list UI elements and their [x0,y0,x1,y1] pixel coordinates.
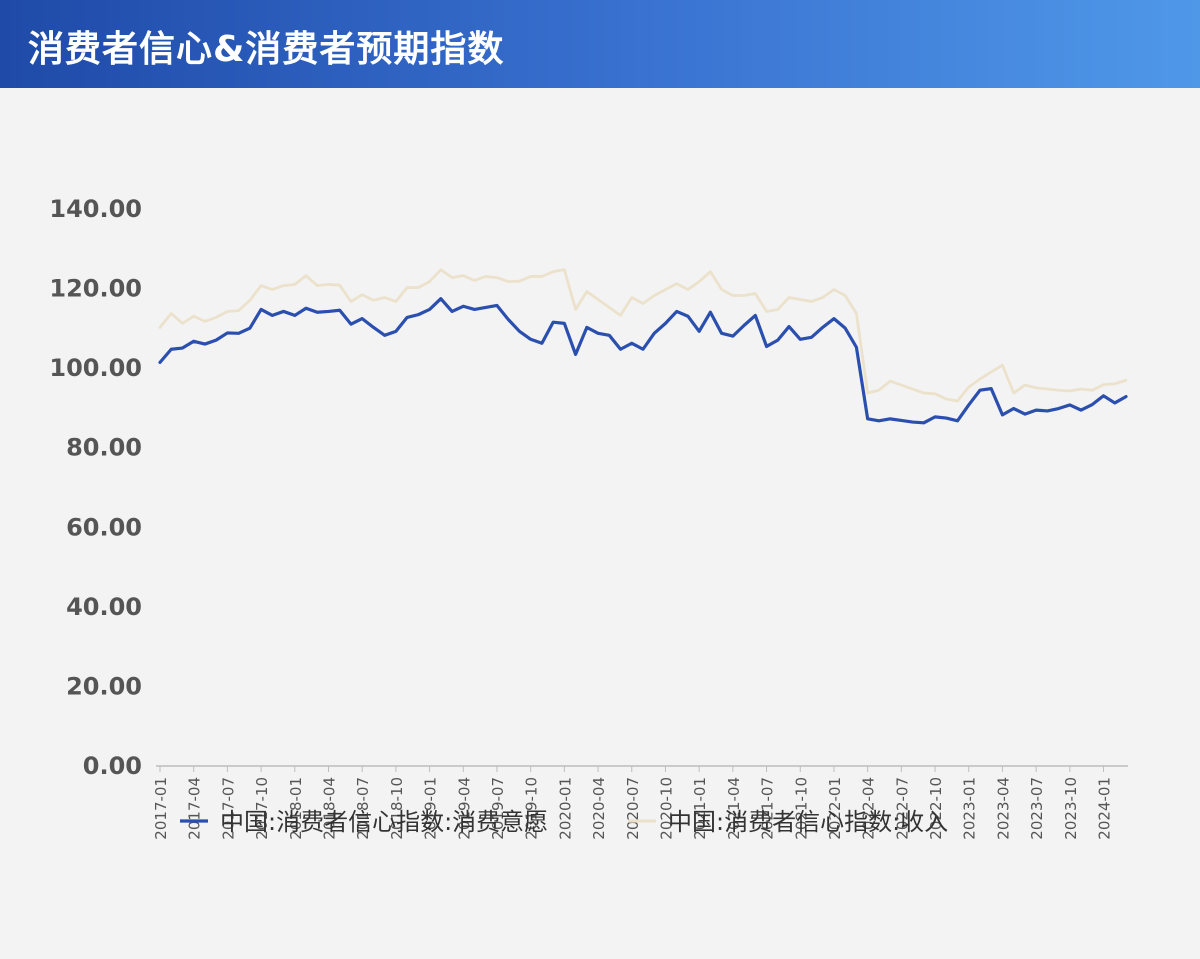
x-tick-label: 2022-07 [893,777,911,840]
x-tick-label: 2021-01 [691,777,709,840]
x-tick-label: 2018-01 [287,777,305,840]
y-axis: 0.00 20.00 40.00 60.00 80.00 100.00 120.00 140.… [49,195,142,780]
x-tick-label: 2021-10 [792,777,810,840]
x-tick-label: 2024-01 [1096,777,1114,840]
x-tick-label: 2017-07 [219,777,237,840]
legend-label: 中国:消费者信心指数:消费意愿 [220,808,548,836]
legend-label: 中国:消费者信心指数:收入 [668,808,948,836]
line-chart: 0.00 20.00 40.00 60.00 80.00 100.00 120.00 140.… [49,195,1128,840]
x-tick-label: 2021-07 [759,777,777,840]
x-tick-label: 2022-01 [826,777,844,840]
x-tick-label: 2020-10 [657,777,675,840]
y-tick-label: 0.00 [83,752,142,780]
series-lines [158,268,1128,425]
x-tick-label: 2018-07 [354,777,372,840]
y-tick-label: 140.00 [49,195,142,223]
y-tick-label: 100.00 [49,354,142,382]
x-tick-label: 2018-10 [388,777,406,840]
chart-area: 0.00 20.00 40.00 60.00 80.00 100.00 120.00 140.… [0,88,1200,955]
series-line-consumption-willingness [158,297,1128,425]
x-axis: 2017-01 2017-04 2017-07 2017-10 2018-01 2018-… [152,765,1128,840]
x-tick-label: 2023-07 [1028,777,1046,840]
x-tick-label: 2022-10 [927,777,945,840]
x-tick-label: 2019-07 [489,777,507,840]
x-tick-label: 2023-04 [994,777,1012,840]
y-tick-label: 80.00 [66,434,142,462]
series-line-income [158,268,1128,403]
x-tick-label: 2020-01 [556,777,574,840]
x-tick-label: 2021-04 [725,777,743,840]
x-tick-label: 2023-01 [961,777,979,840]
x-tick-label: 2017-04 [186,777,204,840]
x-tick-label: 2018-04 [320,777,338,840]
x-tick-label: 2020-04 [590,777,608,840]
y-tick-label: 60.00 [66,513,142,541]
legend: 中国:消费者信心指数:消费意愿 中国:消费者信心指数:收入 [180,808,948,836]
header-bar: 消费者信心&消费者预期指数 [0,0,1200,88]
y-tick-label: 40.00 [66,593,142,621]
x-tick-label: 2017-01 [152,777,170,840]
x-tick-label: 2020-07 [624,777,642,840]
x-tick-label: 2019-04 [455,777,473,840]
y-tick-label: 120.00 [49,275,142,303]
x-tick-label: 2019-01 [422,777,440,840]
x-tick-label: 2023-10 [1062,777,1080,840]
x-tick-label: 2019-10 [523,777,541,840]
page-title: 消费者信心&消费者预期指数 [28,29,505,70]
x-tick-label: 2017-10 [253,777,271,840]
y-tick-label: 20.00 [66,672,142,700]
x-tick-label: 2022-04 [860,777,878,840]
